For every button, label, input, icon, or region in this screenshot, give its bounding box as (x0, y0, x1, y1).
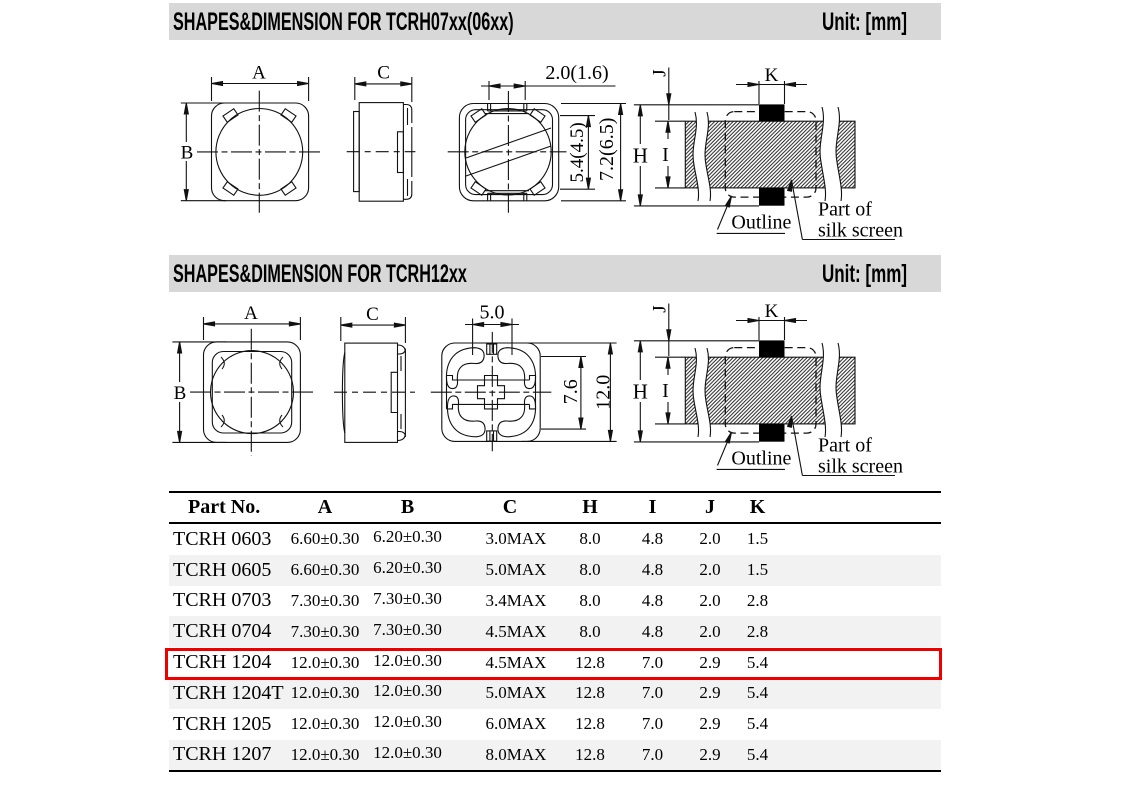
svg-text:A: A (244, 303, 258, 324)
svg-text:C: C (366, 304, 379, 325)
svg-text:2.0(1.6): 2.0(1.6) (545, 62, 608, 84)
svg-text:5.0: 5.0 (480, 301, 505, 323)
svg-text:C: C (377, 63, 390, 84)
svg-text:5.4(4.5): 5.4(4.5) (567, 122, 588, 182)
svg-text:B: B (174, 383, 187, 404)
svg-text:7.6: 7.6 (560, 379, 582, 404)
svg-text:12.0: 12.0 (593, 375, 615, 410)
svg-text:7.2(6.5): 7.2(6.5) (596, 118, 618, 181)
svg-text:A: A (252, 63, 266, 84)
svg-text:B: B (181, 143, 194, 164)
